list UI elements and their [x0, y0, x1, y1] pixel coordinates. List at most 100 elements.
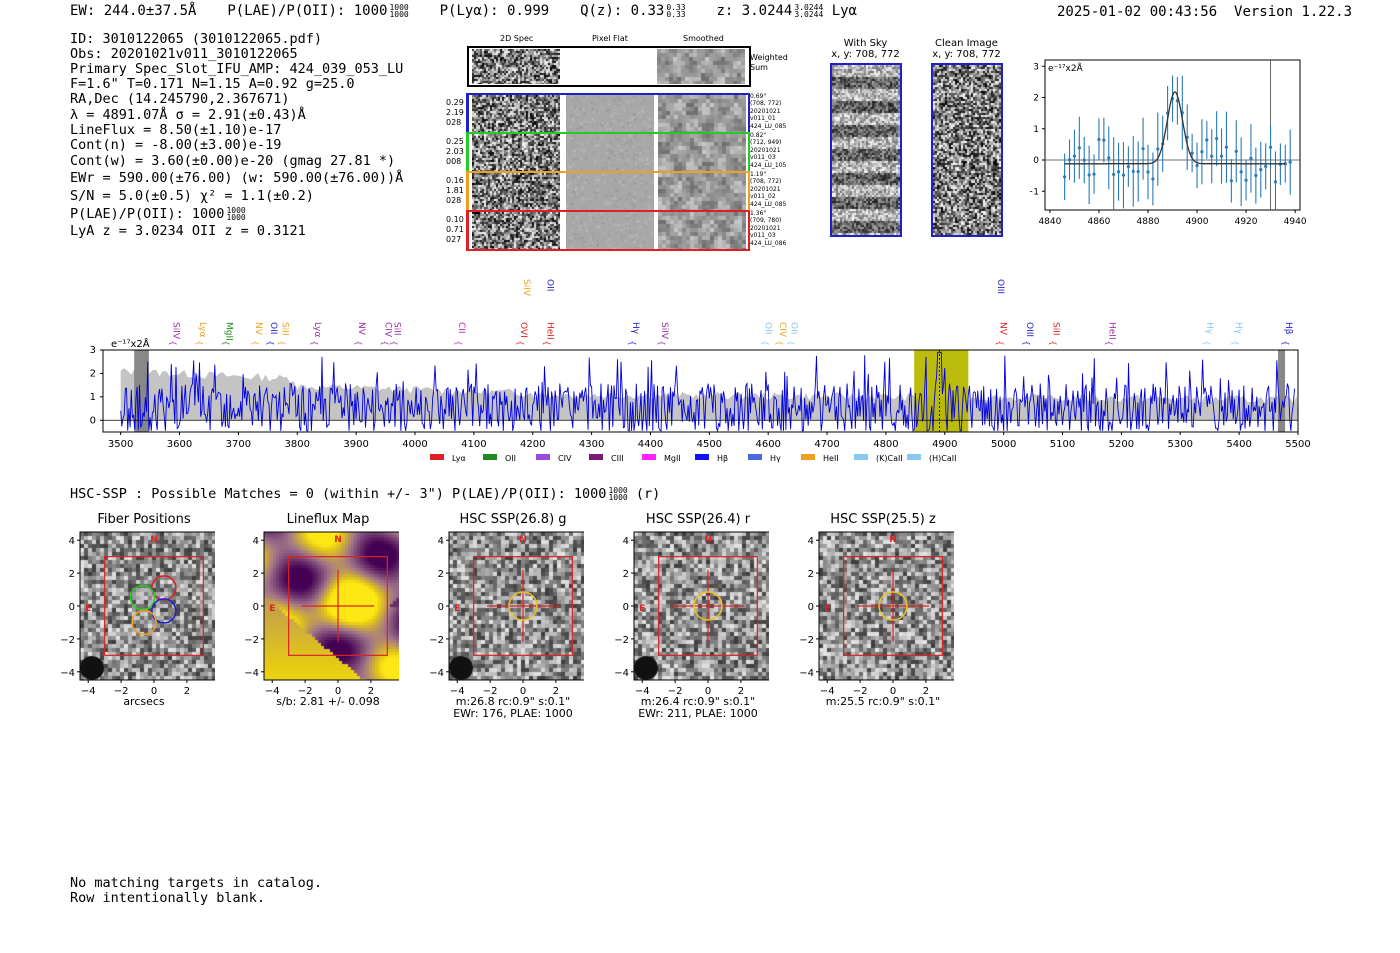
- hsc-aperture-circle: [878, 591, 908, 621]
- hsc-xtick-label: −4: [81, 686, 96, 697]
- legend-label: (K)CaII: [876, 454, 903, 463]
- spectrum-line-label: HeII: [544, 322, 554, 340]
- hsc-xtick-label: 0: [705, 686, 711, 697]
- cutout-smooth-image: [658, 212, 746, 249]
- with-sky-image: [830, 63, 902, 237]
- zoom-data-point: [1067, 158, 1072, 162]
- cutout-flat-image: [566, 95, 654, 132]
- spectrum-line-bracket: {: [454, 340, 463, 345]
- zoom-xtick-label: 4940: [1284, 217, 1307, 227]
- hsc-ytick-label: 0: [69, 602, 75, 613]
- zoom-data-point: [1259, 168, 1263, 172]
- footer-note: No matching targets in catalog. Row inte…: [70, 876, 322, 906]
- hsc-xtick-label: −2: [298, 686, 313, 697]
- col-flat-title: Pixel Flat: [592, 34, 628, 43]
- hsc-ytick-label: 2: [69, 569, 75, 580]
- spectrum-xtick-label: 3500: [108, 439, 133, 450]
- hsc-ytick-label: 4: [69, 536, 75, 547]
- header-z: z: 3.0244: [716, 3, 793, 19]
- weighted-smooth-image: [657, 49, 745, 84]
- cutout-row-frame: [466, 171, 750, 212]
- hsc-north-label: N: [150, 535, 158, 545]
- spectrum-xtick-label: 5000: [991, 439, 1016, 450]
- spectrum-xtick-label: 3900: [343, 439, 368, 450]
- header-z-line: Lyα: [831, 3, 857, 19]
- hsc-ytick-label: −2: [60, 635, 75, 646]
- hsc-aperture-circle: [693, 591, 723, 621]
- header-plae: P(LAE)/P(OII): 1000: [227, 3, 388, 19]
- cutout-row-frame: [466, 210, 750, 251]
- zoom-frame: [1044, 59, 1301, 211]
- spectrum-xtick-label: 5200: [1109, 439, 1134, 450]
- legend-swatch: [748, 454, 762, 460]
- zoom-data-point: [1234, 149, 1238, 153]
- hsc-panel-title: HSC SSP(26.4) r: [645, 512, 751, 527]
- spectrum-line-label: OII: [268, 322, 278, 334]
- hsc-xtick-label: −4: [265, 686, 280, 697]
- zoom-data-point: [1121, 173, 1126, 177]
- header-version: Version 1.22.3: [1234, 4, 1353, 20]
- info-contn: Cont(n) = -8.00(±3.00)e-19: [70, 137, 282, 153]
- zoom-xtick-label: 4900: [1186, 217, 1209, 227]
- cutout-row-details: 1.36" (709, 780) 20201021 v011_03 424_LU_086: [750, 210, 787, 247]
- cutout-panel: 2D Spec Pixel Flat Smoothed Weighted Sum …: [440, 33, 800, 263]
- cutout-speckle-image: [472, 134, 560, 171]
- spectrum-xtick-label: 3600: [167, 439, 192, 450]
- hsc-ytick-label: 4: [253, 536, 259, 547]
- zoom-data-point: [1200, 150, 1204, 154]
- spectrum-frame: [102, 349, 1299, 433]
- zoom-data-point: [1244, 178, 1248, 182]
- hsc-ytick-label: 0: [253, 602, 259, 613]
- spectrum-line-bracket: {: [389, 340, 398, 345]
- zoom-data-point: [1229, 179, 1233, 183]
- masked-region-right: [1277, 350, 1286, 432]
- legend-swatch: [483, 454, 497, 460]
- cutout-row-frame: [466, 132, 750, 173]
- hsc-panel-title: Lineflux Map: [286, 512, 370, 527]
- weighted-2d-image: [472, 49, 560, 84]
- spectrum-line-label: NV: [998, 322, 1008, 336]
- spectrum-line-bracket: {: [1281, 340, 1290, 345]
- spectrum-line-label: Hγ: [630, 322, 640, 335]
- spectrum-xtick-label: 4600: [755, 439, 780, 450]
- spectrum-line-label-upper: OII: [544, 279, 554, 291]
- hsc-ytick-label: −4: [614, 668, 629, 679]
- cutout-row-weights: 0.16 1.81 028: [446, 176, 464, 205]
- zoom-data-point: [1116, 170, 1121, 174]
- spectrum-xtick-label: 4400: [638, 439, 663, 450]
- spectrum-line-bracket: {: [1049, 340, 1058, 345]
- hsc-xtick-label: 2: [738, 686, 744, 697]
- zoom-xtick-label: 4840: [1038, 217, 1061, 227]
- spectrum-xtick-label: 3800: [285, 439, 310, 450]
- spectrum-line-label: Hγ: [1233, 322, 1243, 335]
- cutout-smooth-image: [658, 173, 746, 210]
- full-spectrum-chart: 3 2 1 0 3500 3600 3700 3800 3900 4000 4100 4200 4300…: [90, 279, 1311, 463]
- hsc-ytick-label: 0: [623, 602, 629, 613]
- header-qz: Q(z): 0.33: [580, 3, 665, 19]
- spectrum-ytick-label: 0: [90, 415, 96, 426]
- zoom-data-point: [1268, 145, 1273, 149]
- hsc-xtick-label: −2: [114, 686, 129, 697]
- hsc-panel-caption: arcsecs: [123, 695, 165, 708]
- spectrum-line-label: CIV: [383, 322, 393, 338]
- zoom-data-point: [1254, 173, 1258, 178]
- spectrum-xtick-label: 4700: [814, 439, 839, 450]
- spectrum-line-label: SiII: [1051, 322, 1061, 336]
- zoom-data-point: [1239, 170, 1243, 174]
- hsc-panel-image: [80, 532, 215, 680]
- spectrum-xtick-label: 5500: [1285, 439, 1310, 450]
- footer-line-1: No matching targets in catalog.: [70, 875, 322, 891]
- hsc-east-label: E: [454, 604, 460, 614]
- info-lyaz: LyA z = 3.0234 OII z = 0.3121: [70, 223, 306, 239]
- zoom-data-point: [1102, 138, 1106, 142]
- zoom-data-point: [1190, 151, 1194, 155]
- hsc-ytick-label: −2: [799, 635, 814, 646]
- spectrum-line-bracket: {: [775, 340, 784, 345]
- spectrum-line-label: OIII: [1024, 322, 1034, 337]
- legend-label: (H)CaII: [929, 454, 956, 463]
- spectrum-line-bracket: {: [251, 340, 260, 345]
- cutout-flat-image: [566, 173, 654, 210]
